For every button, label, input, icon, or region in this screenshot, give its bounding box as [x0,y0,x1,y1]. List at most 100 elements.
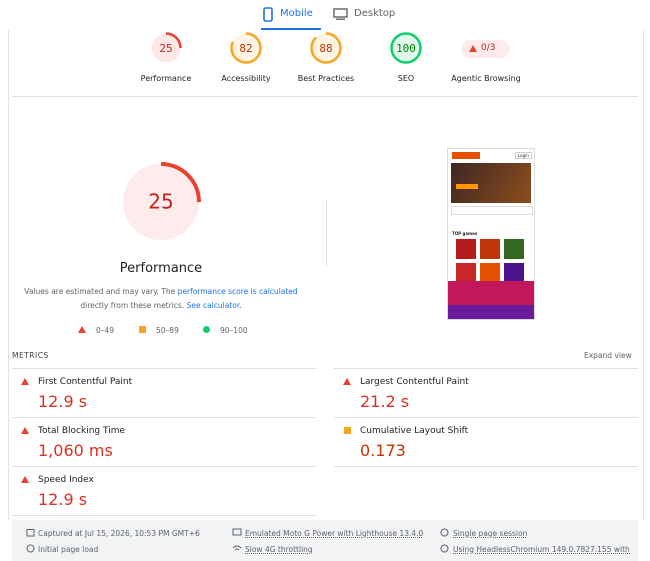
note-text: directly from these metrics. [80,301,185,310]
score-gauge: 88 [310,32,342,64]
divider [334,368,638,369]
gauge-arc [150,32,182,64]
triangle [21,427,29,434]
tab-indicator [261,28,321,30]
metric-value: 0.173 [360,441,406,460]
legend-fail [78,326,86,333]
fail-icon [469,45,477,52]
card-border [643,30,644,520]
footer-text: Using HeadlessChromium 149.0.7827.155 wi… [453,545,631,554]
device-icon [232,528,242,536]
score-label: Accessibility [221,74,271,83]
thumb-game [456,263,476,281]
metrics-title: METRICS [12,351,49,360]
fail-icon [21,476,29,483]
score-value: 88 [319,42,332,55]
screenshot-thumbnail: Login TOP games [447,148,535,320]
tab-mobile[interactable]: Mobile [280,8,313,19]
fail-icon [21,378,29,385]
desktop-icon [333,8,348,20]
metric-value: 12.9 s [38,392,88,411]
metric-value: 1,060 ms [38,441,113,460]
score-value: 82 [239,42,252,55]
thumb-game [480,263,500,281]
divider [12,417,316,418]
score-gauge: 82 [230,32,262,64]
browser-icon [440,544,449,553]
gauge-bg [231,33,261,63]
thumb-banner [451,163,531,203]
thumb-game [504,239,524,259]
divider [12,515,316,516]
session-icon [440,528,449,537]
divider [334,417,638,418]
score-label: Agentic Browsing [451,74,521,83]
expand-view[interactable]: Expand view [584,351,632,360]
gauge-arc [121,162,201,242]
calendar-icon [26,529,35,537]
timer-icon [26,544,35,553]
note-link[interactable]: See calculator. [186,301,242,310]
footer-text: Captured at Jul 15, 2026, 10:53 PM GMT+6 [38,529,200,538]
gauge-arc [390,32,422,64]
legend-pass [203,326,210,333]
main-score: 25 [148,190,173,214]
legend-label: 90–100 [220,326,248,335]
gauge-bg [123,164,199,240]
triangle [21,378,29,385]
gauge-arc [230,32,262,64]
legend-label: 0–49 [96,326,115,335]
thumb-game [480,239,500,259]
footer-text: Emulated Moto G Power with Lighthouse 13… [245,529,424,538]
metric-name: First Contentful Paint [38,377,133,387]
divider [326,200,327,266]
thumb-logo [452,152,480,159]
agentic-pill[interactable] [461,40,510,58]
metric-value: 21.2 s [360,392,410,411]
divider [12,96,638,97]
metric-name: Largest Contentful Paint [360,377,469,387]
gauge-bg [311,33,341,63]
thumb-login: Login [515,152,532,159]
fail-icon [343,378,351,385]
note-line: Values are estimated and may vary. The p… [24,287,297,296]
score-label: Performance [140,74,192,83]
thumb-game [456,239,476,259]
score-value: 25 [159,42,172,55]
gauge-bg [151,33,181,63]
score-label: Best Practices [297,74,355,83]
thumb-search [451,206,533,215]
thumb-nav [448,305,534,319]
note-text: Values are estimated and may vary. The [24,287,176,296]
footer-text: Single page session [453,529,528,538]
divider [334,466,638,467]
metric-name: Cumulative Layout Shift [360,426,469,436]
footer [12,520,638,561]
thumb-button [456,184,478,189]
footer-text: Initial page load [38,545,99,554]
score-gauge: 25 [150,32,182,64]
note-link[interactable]: performance score is calculated [177,287,298,296]
score-label: SEO [397,74,415,83]
triangle [21,476,29,483]
gauge-bg [391,33,421,63]
gauge-arc [310,32,342,64]
score-value: 100 [396,42,416,55]
thumb-cookie-bar [448,281,534,305]
thumb-game [504,263,524,281]
network-icon [232,545,242,551]
triangle [343,378,351,385]
card-border [8,30,9,520]
legend-label: 50–89 [156,326,179,335]
fail-icon [21,427,29,434]
thumb-section: TOP games [452,231,478,236]
tab-desktop[interactable]: Desktop [354,8,396,19]
mobile-icon [263,7,273,22]
average-icon [344,427,351,434]
note-line: directly from these metrics. See calcula… [80,301,241,310]
main-gauge: 25 [121,162,201,242]
main-label: Performance [119,261,203,276]
legend-average [139,326,146,333]
